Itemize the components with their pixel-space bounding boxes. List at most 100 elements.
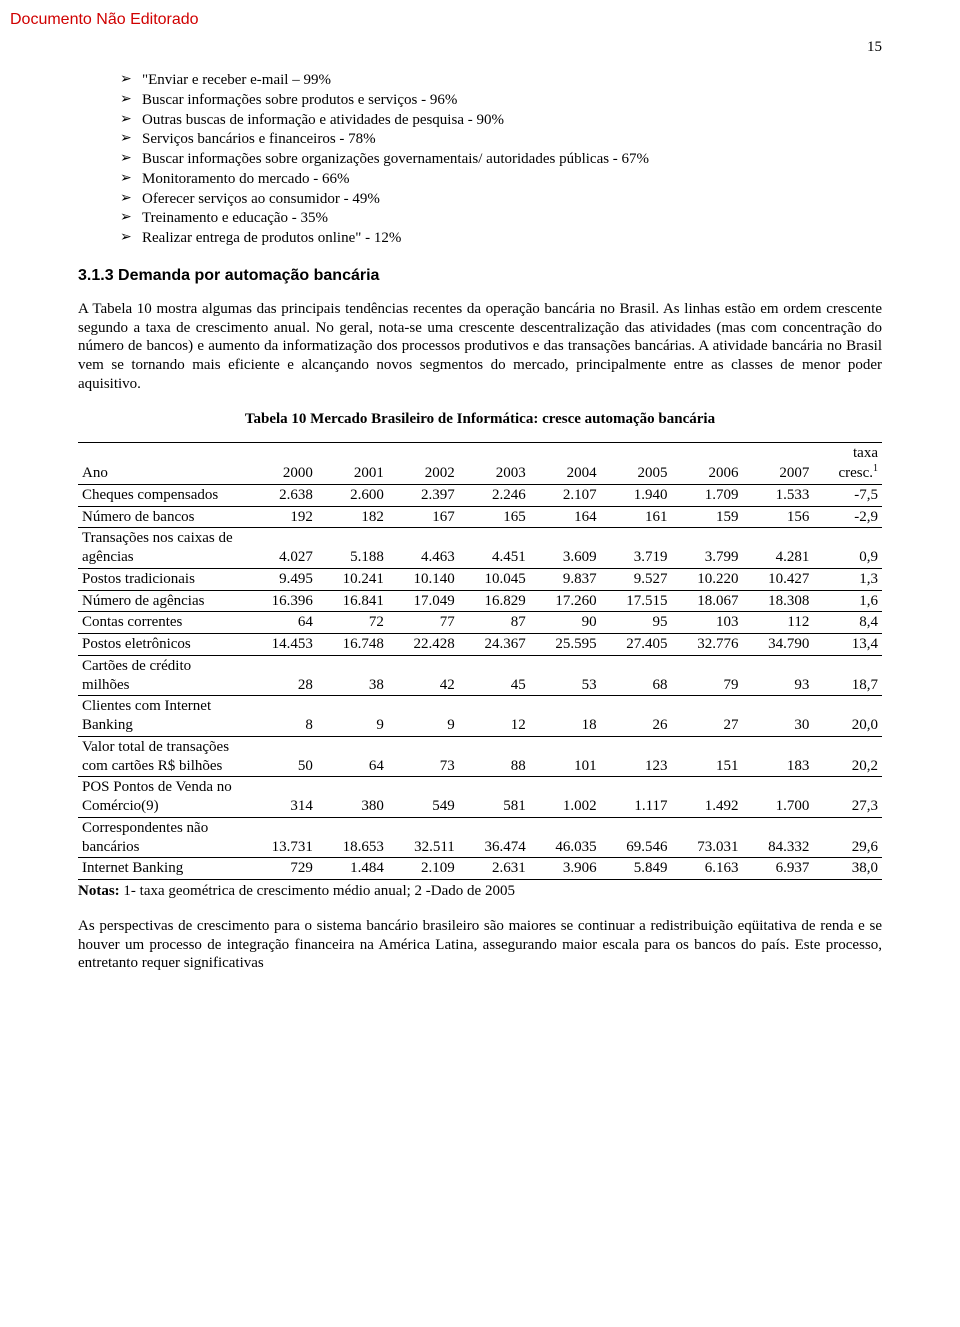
table-cell: 84.332 xyxy=(742,817,813,858)
table-row-label: Postos tradicionais xyxy=(78,568,246,590)
table-cell: 1.002 xyxy=(530,777,601,818)
table-cell: 34.790 xyxy=(742,634,813,656)
note-prefix: Notas: xyxy=(78,883,120,899)
list-item: Outras buscas de informação e atividades… xyxy=(120,111,882,130)
list-item: Realizar entrega de produtos online" - 1… xyxy=(120,229,882,248)
table-cell: 182 xyxy=(317,506,388,528)
table-row-label: Postos eletrônicos xyxy=(78,634,246,656)
table-header-year: 2007 xyxy=(742,443,813,485)
table-cell: 25.595 xyxy=(530,634,601,656)
list-item: Monitoramento do mercado - 66% xyxy=(120,170,882,189)
table-cell: 380 xyxy=(317,777,388,818)
table-cell: 10.241 xyxy=(317,568,388,590)
table-cell: 2.107 xyxy=(530,484,601,506)
list-item: "Enviar e receber e-mail – 99% xyxy=(120,71,882,90)
table-cell: -2,9 xyxy=(813,506,882,528)
list-item: Oferecer serviços ao consumidor - 49% xyxy=(120,190,882,209)
table-cell: 2.397 xyxy=(388,484,459,506)
table-cell: 79 xyxy=(672,655,743,696)
table-cell: 20,2 xyxy=(813,736,882,777)
table-cell: 20,0 xyxy=(813,696,882,737)
table-cell: 1.709 xyxy=(672,484,743,506)
table-header-label: Ano xyxy=(78,443,246,485)
table-cell: 73.031 xyxy=(672,817,743,858)
table-cell: 9 xyxy=(388,696,459,737)
table-cell: 314 xyxy=(246,777,317,818)
table-cell: -7,5 xyxy=(813,484,882,506)
table-cell: 1.492 xyxy=(672,777,743,818)
table-row-label: POS Pontos de Venda no Comércio(9) xyxy=(78,777,246,818)
table-cell: 69.546 xyxy=(601,817,672,858)
table-cell: 3.609 xyxy=(530,528,601,569)
table-cell: 50 xyxy=(246,736,317,777)
table-cell: 9 xyxy=(317,696,388,737)
table-row: POS Pontos de Venda no Comércio(9)314380… xyxy=(78,777,882,818)
table-row: Clientes com Internet Banking89912182627… xyxy=(78,696,882,737)
table-cell: 167 xyxy=(388,506,459,528)
table-cell: 9.527 xyxy=(601,568,672,590)
table-cell: 103 xyxy=(672,612,743,634)
table-cell: 16.396 xyxy=(246,590,317,612)
page-number: 15 xyxy=(867,38,882,57)
table-cell: 1.484 xyxy=(317,858,388,880)
table-header-year: 2005 xyxy=(601,443,672,485)
table-cell: 729 xyxy=(246,858,317,880)
table-row-label: Valor total de transações com cartões R$… xyxy=(78,736,246,777)
table-cell: 1,3 xyxy=(813,568,882,590)
table-header-year: 2002 xyxy=(388,443,459,485)
table-row-label: Número de bancos xyxy=(78,506,246,528)
table-row: Valor total de transações com cartões R$… xyxy=(78,736,882,777)
table-cell: 26 xyxy=(601,696,672,737)
table-cell: 16.829 xyxy=(459,590,530,612)
table-caption: Tabela 10 Mercado Brasileiro de Informát… xyxy=(78,410,882,429)
table-row-label: Contas correntes xyxy=(78,612,246,634)
table-header-year: 2000 xyxy=(246,443,317,485)
table-cell: 159 xyxy=(672,506,743,528)
table-cell: 93 xyxy=(742,655,813,696)
table-cell: 9.495 xyxy=(246,568,317,590)
table-cell: 0,9 xyxy=(813,528,882,569)
table-cell: 46.035 xyxy=(530,817,601,858)
table-cell: 101 xyxy=(530,736,601,777)
table-note: Notas: 1- taxa geométrica de crescimento… xyxy=(78,882,882,901)
table-cell: 87 xyxy=(459,612,530,634)
table-cell: 2.109 xyxy=(388,858,459,880)
table-cell: 28 xyxy=(246,655,317,696)
table-row: Postos tradicionais9.49510.24110.14010.0… xyxy=(78,568,882,590)
table-cell: 13,4 xyxy=(813,634,882,656)
table-cell: 183 xyxy=(742,736,813,777)
list-item: Buscar informações sobre organizações go… xyxy=(120,150,882,169)
table-cell: 17.515 xyxy=(601,590,672,612)
table-cell: 27 xyxy=(672,696,743,737)
table-cell: 13.731 xyxy=(246,817,317,858)
table-cell: 8,4 xyxy=(813,612,882,634)
table-cell: 12 xyxy=(459,696,530,737)
table-cell: 549 xyxy=(388,777,459,818)
section-heading: 3.1.3 Demanda por automação bancária xyxy=(78,266,882,286)
table-cell: 64 xyxy=(317,736,388,777)
body-paragraph: A Tabela 10 mostra algumas das principai… xyxy=(78,300,882,394)
table-cell: 112 xyxy=(742,612,813,634)
table-row: Internet Banking7291.4842.1092.6313.9065… xyxy=(78,858,882,880)
table-row: Número de bancos192182167165164161159156… xyxy=(78,506,882,528)
table-cell: 45 xyxy=(459,655,530,696)
table-cell: 42 xyxy=(388,655,459,696)
table-cell: 3.906 xyxy=(530,858,601,880)
table-header-year: 2004 xyxy=(530,443,601,485)
table-cell: 32.511 xyxy=(388,817,459,858)
table-cell: 36.474 xyxy=(459,817,530,858)
table-cell: 8 xyxy=(246,696,317,737)
table-header-row: Ano 2000 2001 2002 2003 2004 2005 2006 2… xyxy=(78,443,882,485)
table-cell: 95 xyxy=(601,612,672,634)
table-row: Número de agências16.39616.84117.04916.8… xyxy=(78,590,882,612)
table-cell: 90 xyxy=(530,612,601,634)
table-row: Postos eletrônicos14.45316.74822.42824.3… xyxy=(78,634,882,656)
table-cell: 165 xyxy=(459,506,530,528)
table-cell: 5.188 xyxy=(317,528,388,569)
header-rate-line1: taxa xyxy=(853,445,878,461)
table-cell: 18 xyxy=(530,696,601,737)
table-cell: 14.453 xyxy=(246,634,317,656)
table-cell: 10.045 xyxy=(459,568,530,590)
table-cell: 73 xyxy=(388,736,459,777)
table-cell: 16.748 xyxy=(317,634,388,656)
